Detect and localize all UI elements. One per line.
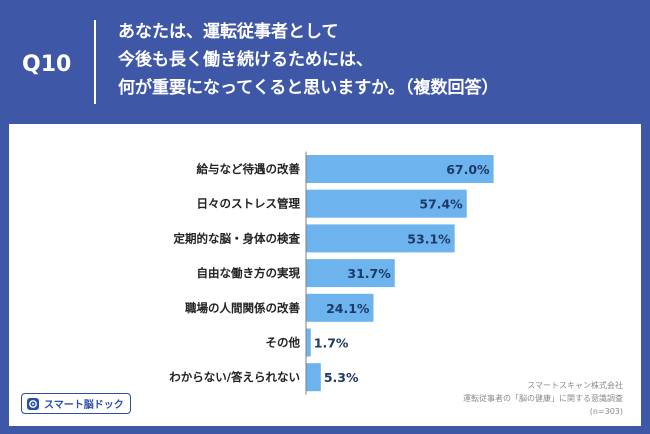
value-label: 24.1% — [326, 301, 370, 316]
value-label: 67.0% — [446, 162, 490, 177]
brand-logo: スマート脳ドック — [21, 393, 131, 414]
bar — [306, 363, 321, 392]
category-label: 自由な働き方の実現 — [197, 266, 301, 280]
header-divider — [94, 20, 96, 104]
header: Q10 あなたは、運転従事者として 今後も長く働き続けるためには、 何が重要にな… — [0, 0, 650, 124]
value-label: 57.4% — [419, 197, 463, 212]
category-label: 定期的な脳・身体の検査 — [174, 231, 301, 245]
logo-text: スマート脳ドック — [44, 400, 124, 411]
category-label: その他 — [266, 336, 301, 350]
bar-chart: 給与など待遇の改善 67.0% 日々のストレス管理 57.4% 定期的な脳・身体の検査 5… — [169, 151, 494, 395]
value-label: 31.7% — [347, 266, 391, 281]
question-line: 今後も長く働き続けるためには、 — [118, 50, 373, 70]
question-number: Q10 — [22, 52, 72, 77]
category-label: 日々のストレス管理 — [197, 197, 301, 211]
question-line: 何が重要になってくると思いますか。（複数回答） — [118, 78, 499, 98]
source-survey: 運転従事者の「脳の健康」に関する意識調査 — [463, 394, 623, 403]
bar — [306, 259, 395, 288]
chart-panel: 給与など待遇の改善 67.0% 日々のストレス管理 57.4% 定期的な脳・身体の検査 5… — [9, 124, 641, 426]
source-company: スマートスキャン株式会社 — [527, 381, 623, 390]
category-label: 職場の人間関係の改善 — [185, 301, 300, 315]
value-label: 53.1% — [407, 231, 451, 246]
question-line: あなたは、運転従事者として — [118, 22, 339, 42]
source-note: スマートスキャン株式会社 運転従事者の「脳の健康」に関する意識調査 (n=303… — [463, 379, 623, 418]
bar — [306, 189, 467, 218]
bar — [306, 224, 455, 253]
value-label: 1.7% — [314, 336, 349, 351]
bar — [306, 293, 374, 322]
sample-size: (n=303) — [589, 407, 623, 416]
bar — [306, 328, 311, 357]
question-text: あなたは、運転従事者として 今後も長く働き続けるためには、 何が重要になってくる… — [118, 18, 498, 102]
category-label: 給与など待遇の改善 — [197, 162, 301, 176]
bar — [306, 155, 494, 183]
category-label: わからない/答えられない — [169, 370, 300, 384]
brain-scan-icon — [27, 397, 39, 410]
value-label: 5.3% — [324, 370, 359, 385]
